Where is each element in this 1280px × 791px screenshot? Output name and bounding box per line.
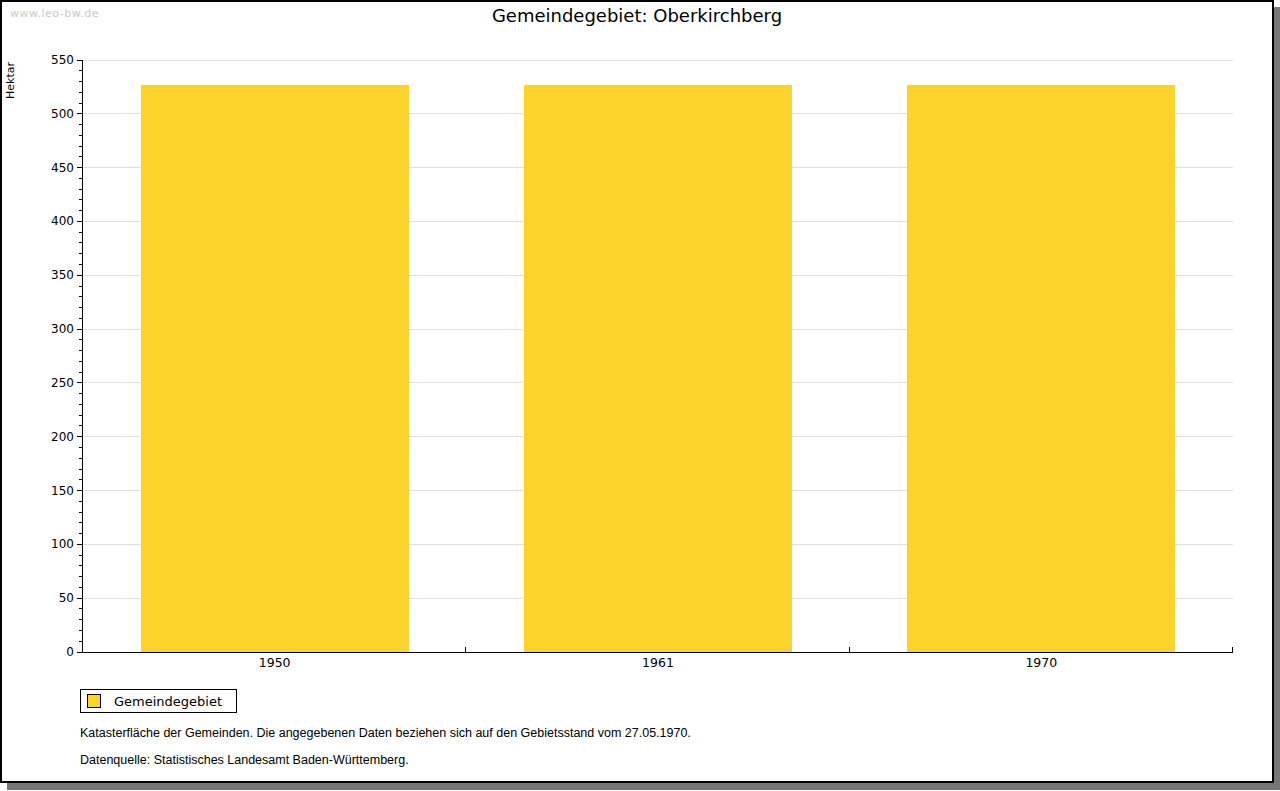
y-tick-label: 400 (51, 214, 74, 228)
y-minor-tick (79, 533, 82, 534)
y-minor-tick (79, 619, 82, 620)
x-tick-label-1950: 1950 (259, 655, 291, 670)
y-tick-label: 200 (51, 430, 74, 444)
y-minor-tick (79, 264, 82, 265)
page: { "watermark": "www.leo-bw.de", "title":… (0, 0, 1280, 791)
y-minor-tick (79, 565, 82, 566)
y-minor-tick (79, 372, 82, 373)
y-tick-label: 300 (51, 322, 74, 336)
y-minor-tick (79, 70, 82, 71)
y-minor-tick (79, 189, 82, 190)
y-minor-tick (79, 146, 82, 147)
y-minor-tick (79, 178, 82, 179)
y-minor-tick (79, 199, 82, 200)
y-major-tick (77, 113, 82, 114)
y-major-tick (77, 652, 82, 653)
y-minor-tick (79, 630, 82, 631)
legend-label: Gemeindegebiet (114, 694, 222, 709)
bar-1950 (141, 85, 409, 652)
y-tick-label: 250 (51, 376, 74, 390)
y-tick-label: 100 (51, 537, 74, 551)
y-major-tick (77, 275, 82, 276)
y-minor-tick (79, 232, 82, 233)
y-minor-tick (79, 404, 82, 405)
plot-area: 0501001502002503003504004505005501950196… (82, 60, 1233, 653)
y-minor-tick (79, 479, 82, 480)
y-major-tick (77, 598, 82, 599)
footnote-datasource: Datenquelle: Statistisches Landesamt Bad… (80, 753, 409, 767)
bar-1970 (907, 85, 1175, 652)
y-minor-tick (79, 286, 82, 287)
y-tick-label: 500 (51, 107, 74, 121)
y-minor-tick (79, 469, 82, 470)
x-axis-boundary-tick (1232, 647, 1233, 652)
y-minor-tick (79, 415, 82, 416)
y-minor-tick (79, 608, 82, 609)
gridline-550 (83, 60, 1233, 61)
y-minor-tick (79, 425, 82, 426)
x-tick-label-1970: 1970 (1025, 655, 1057, 670)
y-minor-tick (79, 501, 82, 502)
y-major-tick (77, 60, 82, 61)
chart-window-frame: www.leo-bw.de Gemeindegebiet: Oberkirchb… (0, 0, 1274, 783)
y-major-tick (77, 167, 82, 168)
y-major-tick (77, 436, 82, 437)
y-tick-label: 550 (51, 53, 74, 67)
x-axis-boundary-tick (465, 647, 466, 652)
y-minor-tick (79, 92, 82, 93)
y-minor-tick (79, 253, 82, 254)
y-major-tick (77, 490, 82, 491)
y-minor-tick (79, 555, 82, 556)
y-major-tick (77, 544, 82, 545)
legend: Gemeindegebiet (80, 689, 237, 713)
y-tick-label: 150 (51, 484, 74, 498)
y-minor-tick (79, 318, 82, 319)
y-tick-label: 450 (51, 161, 74, 175)
y-minor-tick (79, 587, 82, 588)
y-minor-tick (79, 296, 82, 297)
y-tick-label: 50 (59, 591, 74, 605)
y-axis-title: Hektar (4, 56, 17, 106)
x-axis-boundary-tick (849, 647, 850, 652)
y-minor-tick (79, 458, 82, 459)
y-major-tick (77, 221, 82, 222)
y-minor-tick (79, 350, 82, 351)
legend-swatch-icon (87, 694, 101, 708)
y-minor-tick (79, 512, 82, 513)
y-minor-tick (79, 81, 82, 82)
y-minor-tick (79, 156, 82, 157)
y-minor-tick (79, 242, 82, 243)
chart-title: Gemeindegebiet: Oberkirchberg (2, 5, 1272, 26)
footnote-description: Katasterfläche der Gemeinden. Die angege… (80, 726, 691, 740)
y-minor-tick (79, 576, 82, 577)
y-minor-tick (79, 103, 82, 104)
y-minor-tick (79, 124, 82, 125)
y-major-tick (77, 382, 82, 383)
y-tick-label: 0 (66, 645, 74, 659)
y-minor-tick (79, 361, 82, 362)
y-minor-tick (79, 393, 82, 394)
y-major-tick (77, 329, 82, 330)
y-minor-tick (79, 135, 82, 136)
y-minor-tick (79, 641, 82, 642)
y-minor-tick (79, 307, 82, 308)
y-minor-tick (79, 522, 82, 523)
y-minor-tick (79, 210, 82, 211)
y-minor-tick (79, 447, 82, 448)
x-tick-label-1961: 1961 (642, 655, 674, 670)
bar-1961 (524, 85, 792, 652)
y-minor-tick (79, 339, 82, 340)
y-tick-label: 350 (51, 268, 74, 282)
